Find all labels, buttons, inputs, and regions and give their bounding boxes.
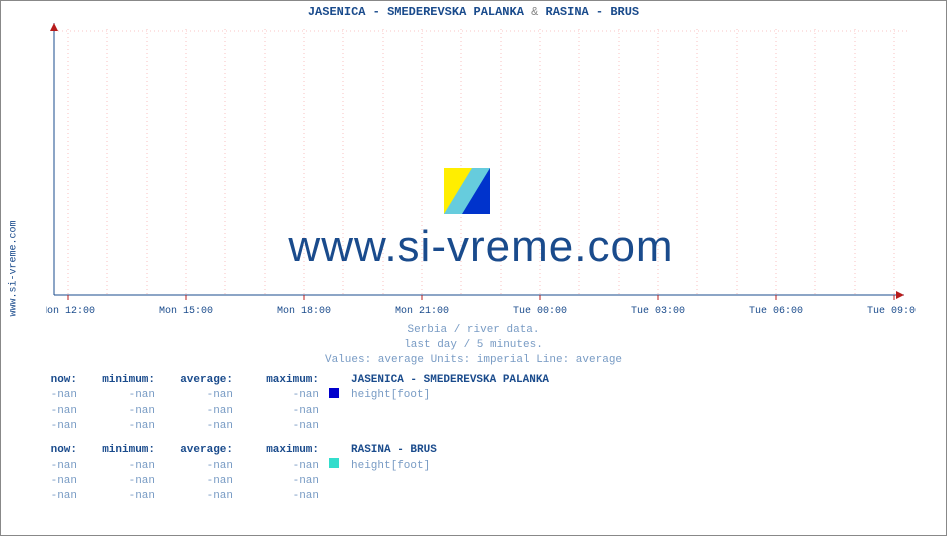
val-avg: -nan xyxy=(165,388,237,403)
chart-subtitle: Serbia / river data. last day / 5 minute… xyxy=(1,323,946,368)
title-series-2: RASINA - BRUS xyxy=(546,5,640,19)
val-max: -nan xyxy=(243,419,323,434)
x-tick-3: Mon 21:00 xyxy=(395,306,449,317)
header-avg: average: xyxy=(165,443,237,458)
val-max: -nan xyxy=(243,489,323,504)
x-axis-arrow-icon xyxy=(896,291,904,299)
val-min: -nan xyxy=(87,419,159,434)
val-min: -nan xyxy=(87,459,159,474)
val-min: -nan xyxy=(87,388,159,403)
val-avg: -nan xyxy=(165,474,237,489)
chart-svg: 0 1 Mon 12:00 Mon 15:00 Mon 18:00 Mon 21… xyxy=(46,23,916,323)
val-min: -nan xyxy=(87,474,159,489)
stats-tables: now: minimum: average: maximum: JASENICA… xyxy=(19,373,928,514)
watermark-text: www.si-vreme.com xyxy=(287,222,673,271)
subtitle-line-2: last day / 5 minutes. xyxy=(1,338,946,353)
plot-area: 0 1 Mon 12:00 Mon 15:00 Mon 18:00 Mon 21… xyxy=(46,23,916,305)
chart-title: JASENICA - SMEDEREVSKA PALANKA & RASINA … xyxy=(1,5,946,19)
metric-label-1: height[foot] xyxy=(351,388,928,403)
val-max: -nan xyxy=(243,404,323,419)
val-now: -nan xyxy=(19,459,81,474)
x-tick-marks xyxy=(68,295,894,300)
stats-row: -nan -nan -nan -nan xyxy=(19,474,928,489)
val-min: -nan xyxy=(87,404,159,419)
stats-row: -nan -nan -nan -nan xyxy=(19,404,928,419)
val-min: -nan xyxy=(87,489,159,504)
legend-swatch-1 xyxy=(329,388,339,398)
station-name-1: JASENICA - SMEDEREVSKA PALANKA xyxy=(351,373,928,388)
x-tick-2: Mon 18:00 xyxy=(277,306,331,317)
metric-label-2: height[foot] xyxy=(351,459,928,474)
header-max: maximum: xyxy=(243,443,323,458)
val-avg: -nan xyxy=(165,489,237,504)
legend-swatch-2 xyxy=(329,458,339,468)
x-tick-6: Tue 06:00 xyxy=(749,306,803,317)
val-max: -nan xyxy=(243,474,323,489)
val-now: -nan xyxy=(19,474,81,489)
x-tick-7: Tue 09:00 xyxy=(867,306,916,317)
subtitle-line-1: Serbia / river data. xyxy=(1,323,946,338)
chart-frame: www.si-vreme.com JASENICA - SMEDEREVSKA … xyxy=(0,0,947,536)
val-now: -nan xyxy=(19,419,81,434)
stats-series-2: now: minimum: average: maximum: RASINA -… xyxy=(19,443,928,503)
header-min: minimum: xyxy=(87,443,159,458)
val-avg: -nan xyxy=(165,459,237,474)
stats-series-1: now: minimum: average: maximum: JASENICA… xyxy=(19,373,928,433)
val-now: -nan xyxy=(19,489,81,504)
y-axis-arrow-icon xyxy=(50,23,58,31)
x-tick-4: Tue 00:00 xyxy=(513,306,567,317)
stats-header-row: now: minimum: average: maximum: JASENICA… xyxy=(19,373,928,388)
title-separator: & xyxy=(524,5,546,19)
stats-row: -nan -nan -nan -nan height[foot] xyxy=(19,458,928,474)
stats-row: -nan -nan -nan -nan height[foot] xyxy=(19,388,928,404)
watermark-logo-icon xyxy=(444,168,490,214)
title-series-1: JASENICA - SMEDEREVSKA PALANKA xyxy=(308,5,524,19)
header-min: minimum: xyxy=(87,373,159,388)
stats-row: -nan -nan -nan -nan xyxy=(19,489,928,504)
val-max: -nan xyxy=(243,459,323,474)
header-avg: average: xyxy=(165,373,237,388)
val-now: -nan xyxy=(19,388,81,403)
stats-row: -nan -nan -nan -nan xyxy=(19,419,928,434)
val-avg: -nan xyxy=(165,404,237,419)
subtitle-line-3: Values: average Units: imperial Line: av… xyxy=(1,353,946,368)
header-now: now: xyxy=(19,443,81,458)
header-now: now: xyxy=(19,373,81,388)
x-tick-0: Mon 12:00 xyxy=(46,306,95,317)
header-max: maximum: xyxy=(243,373,323,388)
site-link-vertical[interactable]: www.si-vreme.com xyxy=(9,220,20,316)
val-max: -nan xyxy=(243,388,323,403)
x-tick-5: Tue 03:00 xyxy=(631,306,685,317)
stats-header-row: now: minimum: average: maximum: RASINA -… xyxy=(19,443,928,458)
val-avg: -nan xyxy=(165,419,237,434)
val-now: -nan xyxy=(19,404,81,419)
x-tick-1: Mon 15:00 xyxy=(159,306,213,317)
station-name-2: RASINA - BRUS xyxy=(351,443,928,458)
